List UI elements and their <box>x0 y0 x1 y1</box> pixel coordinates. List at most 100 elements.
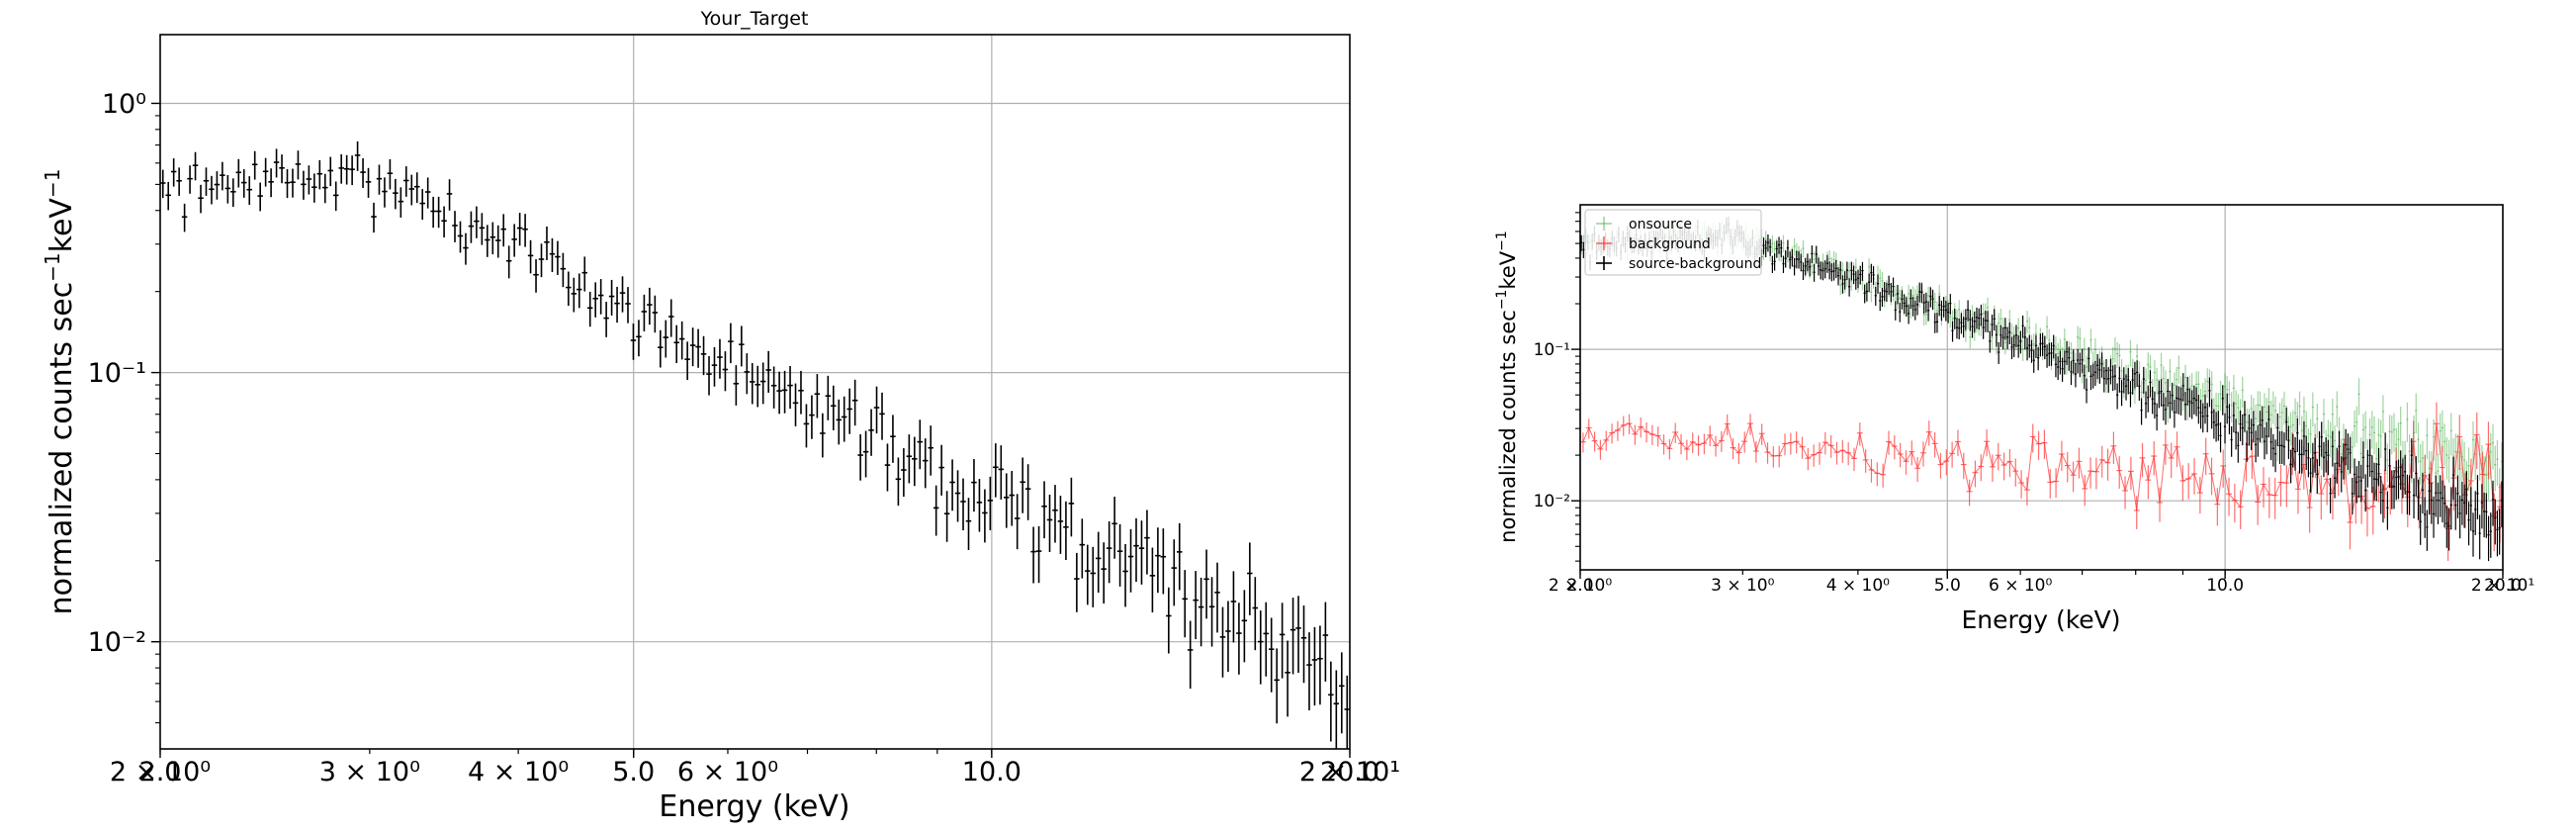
data-point <box>987 476 994 531</box>
data-point <box>1258 610 1264 685</box>
data-point <box>1820 261 1822 280</box>
data-point <box>408 174 414 206</box>
data-point <box>1811 245 1814 263</box>
x-tick-label: 3 × 10⁰ <box>319 757 420 788</box>
data-point <box>2305 435 2308 471</box>
data-point <box>2498 509 2501 555</box>
data-point <box>1865 458 1875 483</box>
data-point <box>1208 577 1215 647</box>
data-point <box>2199 399 2202 429</box>
x-tick-label: 10.0 <box>962 757 1022 788</box>
data-point <box>2386 491 2389 530</box>
data-point <box>2271 391 2274 424</box>
data-point <box>1289 598 1296 675</box>
data-point <box>614 286 620 324</box>
data-point <box>2399 406 2402 446</box>
chart-left-series <box>160 140 1350 749</box>
data-point <box>1052 485 1058 543</box>
data-point <box>2183 392 2187 420</box>
data-point <box>2050 342 2053 366</box>
data-point <box>2019 330 2022 354</box>
data-point <box>2489 512 2492 558</box>
data-point <box>825 375 832 420</box>
data-point <box>1686 432 1696 453</box>
data-point <box>2428 473 2431 515</box>
data-point <box>1847 447 1857 472</box>
data-point <box>2366 449 2369 488</box>
data-point <box>2167 378 2170 407</box>
data-point <box>489 222 496 255</box>
data-point <box>1203 549 1209 619</box>
data-point <box>533 259 539 293</box>
data-point <box>2130 471 2140 529</box>
data-point <box>1991 314 1994 336</box>
data-point <box>1823 260 1826 279</box>
data-point <box>2370 411 2373 449</box>
data-point <box>2164 370 2168 399</box>
data-point <box>2041 332 2044 356</box>
data-point <box>1247 542 1253 615</box>
data-point <box>781 370 788 414</box>
data-point <box>2439 475 2442 517</box>
data-point <box>960 478 966 531</box>
data-point <box>2336 447 2339 484</box>
chart-left-gridlines <box>160 35 1350 749</box>
data-point <box>2111 365 2114 392</box>
data-point <box>1009 471 1015 526</box>
x-tick-label: 2 × 10¹ <box>2471 576 2534 596</box>
data-point <box>2351 431 2354 469</box>
data-point <box>1839 276 1842 296</box>
data-point <box>549 237 556 272</box>
data-point <box>1993 309 1996 331</box>
data-point <box>2077 348 2080 374</box>
x-tick-label: 3 × 10⁰ <box>1711 576 1774 596</box>
data-point <box>630 324 637 360</box>
data-point <box>2173 372 2176 401</box>
data-point <box>2430 402 2440 484</box>
data-point <box>516 213 523 246</box>
data-point <box>1854 271 1857 290</box>
data-point <box>1935 312 1939 333</box>
data-point <box>2118 343 2121 370</box>
data-point <box>430 196 436 229</box>
data-point <box>2159 429 2169 503</box>
data-point <box>1874 286 1877 306</box>
data-point <box>2342 443 2346 480</box>
data-point <box>2320 421 2323 457</box>
data-point <box>246 176 252 205</box>
legend-label: source-background <box>1629 256 1761 272</box>
data-point <box>2234 418 2238 450</box>
data-point <box>2177 386 2180 415</box>
data-point <box>2129 381 2132 408</box>
chart-left-ticks: 2.0 5.0 10.0 20.0 2 × 10⁰ 3 × 10⁰ 4 × 10⁰ 6 × 1… <box>88 89 1401 788</box>
data-point <box>1885 282 1888 303</box>
data-point <box>2443 485 2446 528</box>
data-point <box>673 324 679 363</box>
data-point <box>2020 477 2030 507</box>
x-tick-label: 2.0 <box>139 757 182 788</box>
data-point <box>479 213 486 245</box>
data-point <box>1980 304 1983 326</box>
data-point <box>2078 461 2088 507</box>
legend-box <box>1584 209 1762 276</box>
data-point <box>1784 432 1794 455</box>
data-point <box>1836 267 1840 286</box>
data-point <box>2208 377 2211 408</box>
data-point <box>759 362 766 405</box>
data-point <box>2252 411 2255 443</box>
data-point <box>2228 404 2231 435</box>
data-point <box>1951 321 1954 342</box>
data-point <box>1907 304 1910 324</box>
data-point <box>1657 434 1667 455</box>
data-point <box>1737 431 1748 453</box>
data-point <box>2432 496 2436 538</box>
data-point <box>717 338 723 379</box>
data-point <box>912 436 918 487</box>
data-point <box>2149 370 2152 398</box>
data-point <box>354 140 361 171</box>
data-point <box>2116 341 2119 368</box>
data-point <box>641 294 648 331</box>
data-point <box>2030 339 2033 363</box>
data-point <box>419 189 425 221</box>
